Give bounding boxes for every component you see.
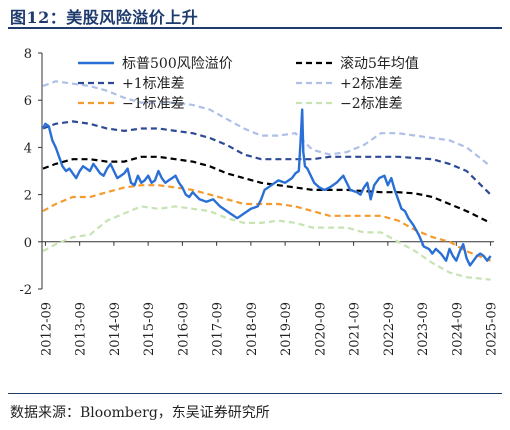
title-divider <box>8 27 502 29</box>
source-note: 数据来源：Bloomberg，东吴证券研究所 <box>10 405 270 421</box>
x-tick-label: 2013-09 <box>74 302 89 356</box>
x-tick-label: 2012-09 <box>39 302 54 356</box>
source-divider <box>8 393 502 394</box>
y-tick-label: 6 <box>24 94 32 109</box>
x-tick-label: 2019-09 <box>279 302 294 356</box>
legend-label-m1: −1标准差 <box>122 96 185 112</box>
chart-legend: 标普500风险溢价 滚动5年均值 +1标准差 +2标准差 −1标准差 −2标准差 <box>78 55 419 112</box>
x-tick-label: 2017-09 <box>211 302 226 356</box>
series-line-p2 <box>42 80 492 168</box>
legend-label-p1: +1标准差 <box>122 76 185 92</box>
series-line-m1 <box>42 184 492 262</box>
x-tick-label: 2021-09 <box>348 302 363 356</box>
x-tick-label: 2025-09 <box>485 302 500 356</box>
erp-line-chart: -2 0 2 4 6 8 2012-09 2013-09 2014-09 2015-09 2016-… <box>19 47 499 356</box>
figure-title: 图12：美股风险溢价上升 <box>10 8 199 27</box>
series-line-m2 <box>42 205 491 281</box>
y-tick-label: -2 <box>19 283 32 298</box>
x-tick-label: 2014-09 <box>108 302 123 356</box>
x-tick-label: 2024-09 <box>450 302 465 356</box>
series-line-erp <box>41 108 492 267</box>
y-tick-label: 8 <box>24 47 32 62</box>
x-tick-label: 2023-09 <box>416 302 431 356</box>
x-tick-label: 2022-09 <box>382 302 397 356</box>
chart-series-lines <box>41 80 492 281</box>
y-tick-label: 2 <box>24 189 32 204</box>
y-tick-label: 0 <box>24 236 32 251</box>
x-tick-label: 2015-09 <box>142 302 157 356</box>
y-tick-label: 4 <box>24 141 32 156</box>
series-line-ma <box>42 155 492 224</box>
series-line-p1 <box>42 120 492 196</box>
legend-label-ma: 滚动5年均值 <box>340 55 419 72</box>
x-tick-label: 2016-09 <box>176 302 191 356</box>
legend-label-p2: +2标准差 <box>340 76 403 92</box>
legend-label-m2: −2标准差 <box>340 96 403 112</box>
x-tick-label: 2020-09 <box>313 302 328 356</box>
legend-label-erp: 标普500风险溢价 <box>122 56 233 72</box>
x-tick-label: 2018-09 <box>245 302 260 356</box>
chart-axes: -2 0 2 4 6 8 2012-09 2013-09 2014-09 2015-09 2016-… <box>19 47 499 356</box>
